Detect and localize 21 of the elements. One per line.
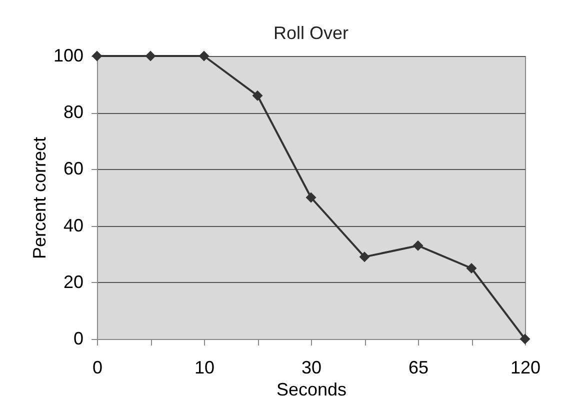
point — [466, 263, 477, 274]
y-tick-label: 60 — [63, 158, 84, 179]
point — [412, 240, 424, 251]
y-tick-label: 80 — [63, 102, 84, 122]
x-tick-label: 30 — [301, 358, 322, 378]
x-tick-label: 65 — [408, 358, 429, 378]
y-axis-title: Percent correct — [29, 136, 50, 260]
point — [359, 252, 370, 262]
x-tick-label: 10 — [194, 358, 215, 378]
x-tick-label: 120 — [510, 358, 541, 378]
y-tick-label: 0 — [73, 328, 84, 348]
point — [198, 50, 210, 62]
point — [252, 90, 263, 101]
point — [306, 192, 316, 203]
x-axis-title: Seconds — [276, 380, 347, 400]
chart-title: Roll Over — [273, 23, 349, 43]
y-tick-label: 40 — [63, 215, 84, 236]
y-tick-label: 20 — [63, 272, 84, 292]
y-tick-label: 100 — [53, 46, 84, 66]
x-tick-label: 0 — [92, 358, 103, 378]
point — [145, 50, 156, 62]
